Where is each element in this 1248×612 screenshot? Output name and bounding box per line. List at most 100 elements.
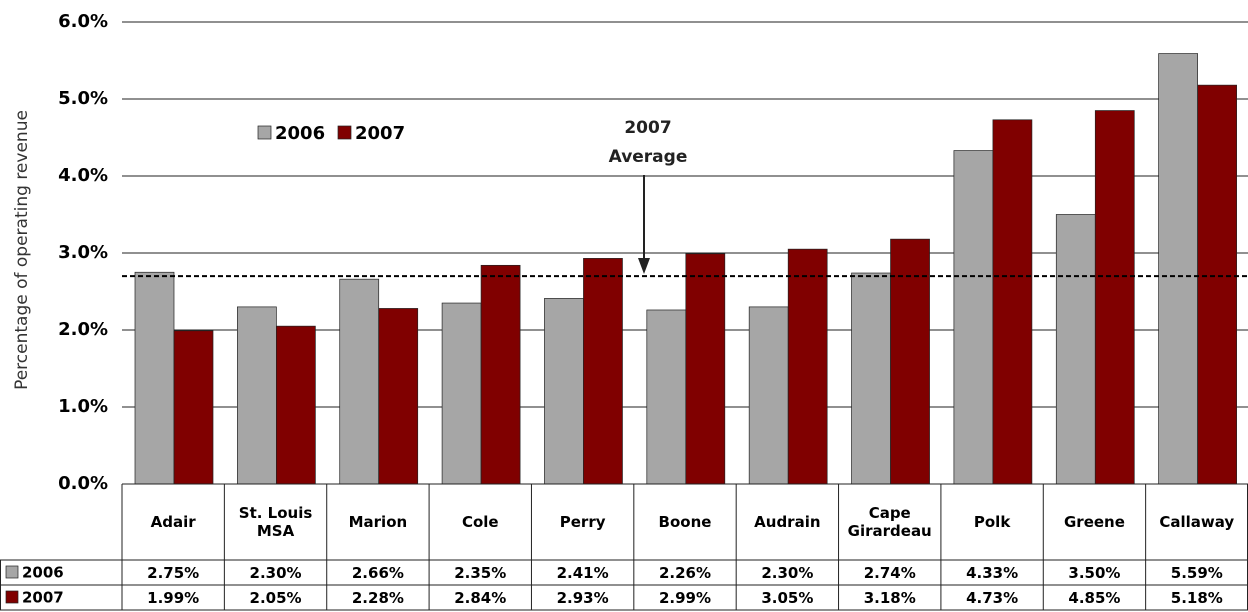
- y-axis-label: Percentage of operating revenue: [12, 110, 32, 390]
- value-label-cell: 4.73%: [966, 588, 1019, 607]
- bar: [787, 248, 828, 485]
- value-label: 2.26%: [658, 563, 712, 582]
- table-legend-swatch: [5, 565, 19, 579]
- value-label: 2.28%: [351, 588, 404, 607]
- legend-label: 2007: [355, 123, 405, 144]
- value-label-cell: 2.93%: [556, 588, 609, 607]
- bar: [748, 306, 789, 485]
- value-label: 1.99%: [147, 588, 200, 607]
- value-label-cell: 2.75%: [147, 564, 199, 582]
- category-label: Perry: [559, 513, 606, 531]
- bar: [173, 330, 214, 485]
- bar: [646, 309, 687, 485]
- value-label-cell: 2.74%: [863, 563, 916, 582]
- bar: [378, 308, 419, 485]
- value-label-cell: 2.84%: [454, 588, 507, 607]
- value-label: 2.30%: [761, 563, 814, 582]
- bar: [953, 150, 994, 485]
- value-label-cell: 3.50%: [1068, 563, 1121, 582]
- annotation: 2007: [624, 118, 671, 138]
- legend-swatch: [337, 125, 352, 140]
- y-tick-label: 3.0%: [58, 242, 108, 263]
- value-label-cell: 5.18%: [1170, 588, 1223, 607]
- value-label: 2.41%: [556, 563, 609, 582]
- value-label-cell: 4.33%: [966, 563, 1019, 582]
- legend-label: 2006: [275, 123, 325, 144]
- value-label-cell: 2.35%: [454, 563, 507, 582]
- value-label: 2.66%: [351, 563, 404, 582]
- annotation: Average: [609, 147, 688, 167]
- category-label: Polk: [973, 513, 1011, 531]
- bar: [339, 278, 380, 485]
- y-tick-label: 6.0%: [58, 11, 108, 32]
- legend-swatch: [257, 125, 272, 140]
- value-label: 2.30%: [249, 563, 302, 582]
- value-label-cell: 4.85%: [1068, 588, 1121, 607]
- category-label: St. Louis MSA: [238, 504, 313, 540]
- value-label: 2.05%: [249, 588, 302, 607]
- y-tick-label: 0.0%: [58, 473, 108, 494]
- value-label: 3.18%: [863, 588, 916, 607]
- bar: [1094, 110, 1135, 485]
- table-series-label: 2007: [22, 589, 64, 607]
- value-label: 2.99%: [658, 588, 712, 607]
- category-label-cell: Cape Girardeau: [847, 504, 932, 540]
- bar: [276, 325, 316, 485]
- bar: [441, 302, 482, 485]
- value-label: 2.93%: [556, 588, 609, 607]
- value-label: 2.74%: [863, 563, 916, 582]
- bar: [544, 298, 584, 485]
- bar: [1197, 84, 1237, 485]
- value-label: 4.85%: [1068, 588, 1121, 607]
- value-label: 2.35%: [454, 563, 507, 582]
- value-label: 3.50%: [1068, 563, 1121, 582]
- category-label-cell: Perry: [559, 513, 606, 531]
- category-label-cell: Polk: [973, 513, 1011, 531]
- value-label-cell: 2.66%: [351, 563, 404, 582]
- value-label-cell: 2.99%: [658, 588, 712, 607]
- value-label-cell: 2.30%: [761, 563, 814, 582]
- y-tick-label: 2.0%: [58, 319, 108, 340]
- category-label: Marion: [348, 513, 408, 531]
- table-legend-swatch: [5, 590, 19, 604]
- value-label-cell: 2.28%: [351, 588, 404, 607]
- category-label: Adair: [150, 513, 196, 531]
- value-label-cell: 2.26%: [658, 563, 712, 582]
- category-label-cell: Cole: [461, 513, 499, 531]
- bar: [851, 272, 891, 485]
- category-label-cell: Boone: [658, 513, 712, 531]
- value-label-cell: 2.41%: [556, 563, 609, 582]
- value-label-cell: 5.59%: [1170, 563, 1223, 582]
- bar: [1158, 53, 1198, 485]
- y-tick-label: 1.0%: [58, 396, 108, 417]
- table-series-label: 2006: [22, 564, 64, 582]
- category-label: Greene: [1063, 513, 1125, 531]
- category-label-cell: Marion: [348, 513, 408, 531]
- value-label: 5.18%: [1170, 588, 1223, 607]
- category-label-cell: St. Louis MSA: [238, 504, 313, 540]
- y-tick-label: 4.0%: [58, 165, 108, 186]
- bar: [583, 258, 623, 485]
- bar: [1055, 214, 1096, 485]
- value-label-cell: 3.05%: [761, 588, 814, 607]
- value-label: 4.73%: [966, 588, 1019, 607]
- category-label: Boone: [658, 513, 712, 531]
- bar: [134, 271, 175, 485]
- category-label: Cape Girardeau: [847, 504, 932, 540]
- bar: [992, 119, 1033, 485]
- value-label-cell: 2.30%: [249, 563, 302, 582]
- value-label: 5.59%: [1170, 563, 1223, 582]
- bar: [480, 264, 521, 485]
- category-label-cell: Callaway: [1159, 513, 1234, 531]
- category-label: Audrain: [754, 513, 821, 531]
- y-tick-label: 5.0%: [58, 88, 108, 109]
- category-label: Cole: [461, 513, 499, 531]
- value-label-cell: 1.99%: [147, 588, 200, 607]
- value-label: 2.84%: [454, 588, 507, 607]
- category-label-cell: Audrain: [754, 513, 821, 531]
- value-label: 3.05%: [761, 588, 814, 607]
- value-label: 4.33%: [966, 563, 1019, 582]
- arrow-head: [638, 258, 650, 274]
- bar: [237, 306, 277, 485]
